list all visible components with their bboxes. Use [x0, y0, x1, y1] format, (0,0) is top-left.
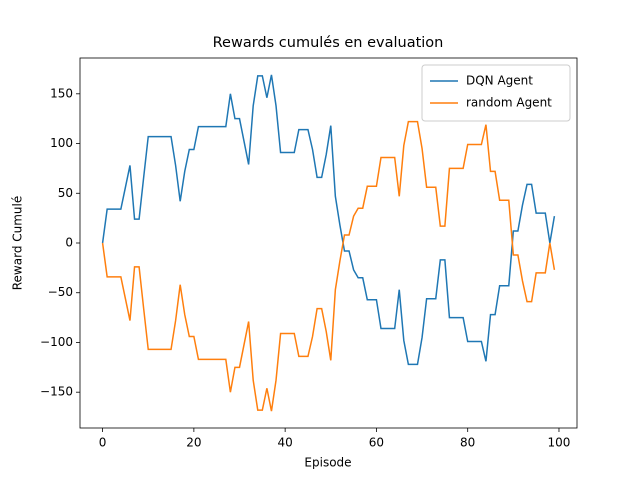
chart-title: Rewards cumulés en evaluation [213, 35, 444, 51]
y-tick-label: 150 [50, 86, 73, 100]
x-tick-label: 0 [99, 436, 107, 450]
y-tick-label: −50 [48, 285, 73, 299]
x-tick-label: 100 [548, 436, 571, 450]
x-tick-label: 20 [186, 436, 201, 450]
x-axis-label: Episode [304, 456, 351, 470]
y-tick-label: −100 [40, 335, 73, 349]
y-tick-label: 50 [58, 186, 73, 200]
y-axis-label: Reward Cumulé [11, 196, 25, 291]
x-tick-label: 40 [278, 436, 293, 450]
legend: DQN Agent random Agent [421, 64, 571, 122]
y-tick-label: 0 [65, 236, 73, 250]
legend-box [421, 64, 571, 122]
plot-frame [79, 57, 578, 429]
series-line [101, 74, 556, 366]
legend-label: random Agent [466, 96, 552, 110]
legend-label: DQN Agent [466, 74, 533, 88]
series-line [101, 120, 556, 412]
x-tick-label: 80 [460, 436, 475, 450]
x-tick-label: 60 [369, 436, 384, 450]
y-tick-label: −150 [40, 385, 73, 399]
y-tick-label: 100 [50, 136, 73, 150]
